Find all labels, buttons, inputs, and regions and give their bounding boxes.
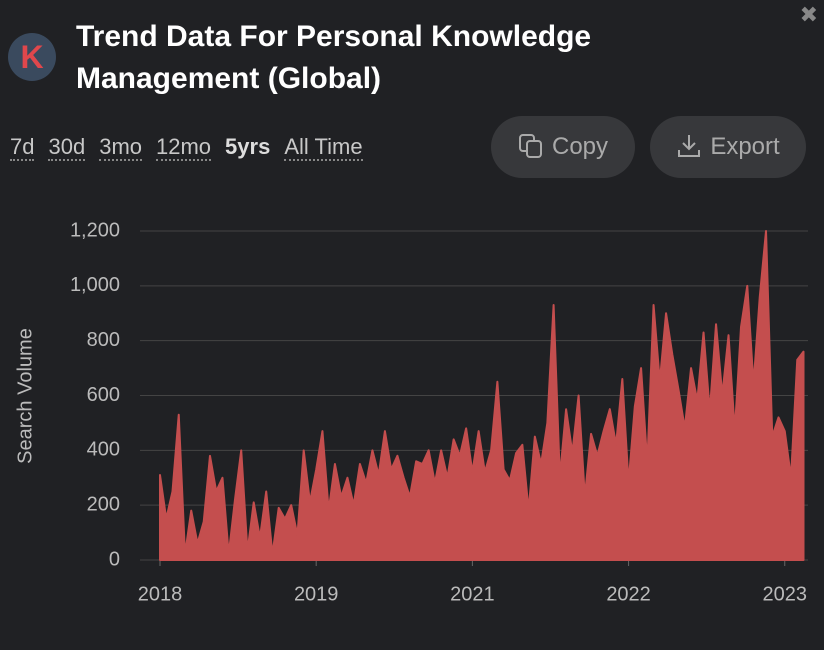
range-option[interactable]: 5yrs bbox=[225, 134, 271, 159]
y-tick-label: 1,000 bbox=[70, 274, 120, 296]
range-option[interactable]: 7d bbox=[10, 134, 35, 161]
copy-button[interactable]: Copy bbox=[491, 116, 635, 178]
export-button[interactable]: Export bbox=[650, 116, 806, 178]
range-option[interactable]: All Time bbox=[284, 134, 363, 161]
y-tick-label: 1,200 bbox=[70, 219, 120, 241]
range-option[interactable]: 30d bbox=[48, 134, 86, 161]
title: Trend Data For Personal Knowledge Manage… bbox=[76, 20, 592, 95]
y-tick-label: 400 bbox=[87, 439, 120, 461]
range-selector: 7d 30d 3mo 12mo 5yrs All Time bbox=[10, 134, 377, 161]
y-tick-label: 200 bbox=[87, 493, 120, 515]
x-tick-label: 2022 bbox=[606, 583, 651, 605]
x-tick-label: 2018 bbox=[138, 583, 183, 605]
export-icon bbox=[678, 134, 701, 157]
x-tick-label: 2019 bbox=[294, 583, 339, 605]
logo: K bbox=[8, 33, 56, 81]
copy-label: Copy bbox=[551, 133, 609, 160]
y-axis-label: Search Volume bbox=[14, 328, 36, 464]
x-tick-label: 2021 bbox=[450, 583, 495, 605]
close-button[interactable]: ✖ bbox=[799, 2, 818, 27]
export-label: Export bbox=[710, 133, 780, 160]
y-tick-label: 800 bbox=[87, 329, 120, 351]
x-tick-label: 2023 bbox=[763, 583, 808, 605]
copy-icon bbox=[518, 133, 542, 158]
range-option[interactable]: 3mo bbox=[99, 134, 142, 161]
area bbox=[159, 230, 805, 561]
range-option[interactable]: 12mo bbox=[156, 134, 212, 161]
y-tick-label: 600 bbox=[87, 384, 120, 406]
y-tick-label: 0 bbox=[109, 548, 120, 570]
